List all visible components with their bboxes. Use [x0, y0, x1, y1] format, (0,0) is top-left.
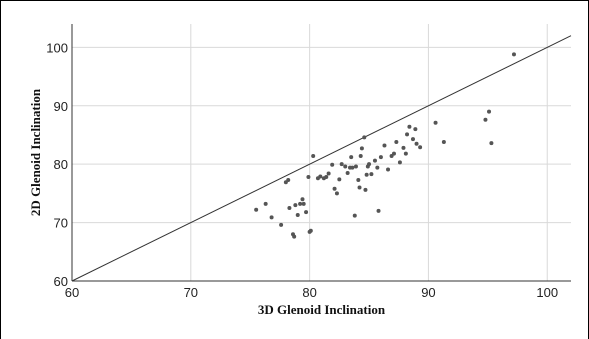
data-point	[304, 210, 309, 215]
data-point	[332, 186, 337, 191]
data-point	[369, 172, 374, 177]
data-point	[358, 154, 363, 159]
data-point	[362, 135, 367, 140]
data-point	[287, 205, 292, 210]
data-point	[263, 201, 268, 206]
data-point	[489, 141, 494, 146]
data-point	[433, 120, 438, 125]
data-point	[356, 177, 361, 182]
x-tick-label: 60	[65, 285, 79, 300]
grid-lines	[72, 24, 571, 281]
x-axis-title: 3D Glenoid Inclination	[258, 302, 386, 317]
data-point	[483, 117, 488, 122]
data-point	[405, 132, 410, 137]
data-point	[359, 146, 364, 151]
y-tick-label: 70	[54, 216, 68, 231]
data-point	[345, 170, 350, 175]
data-point	[413, 127, 418, 132]
data-point	[376, 208, 381, 213]
data-point	[350, 165, 355, 170]
data-point	[352, 213, 357, 218]
data-point	[330, 162, 335, 167]
y-tick-label: 90	[54, 99, 68, 114]
data-point	[375, 165, 380, 170]
y-tick-label: 100	[46, 40, 68, 55]
data-point	[403, 151, 408, 156]
y-axis-title: 2D Glenoid Inclination	[28, 88, 43, 216]
data-point	[511, 52, 516, 57]
data-point	[363, 187, 368, 192]
data-point	[394, 139, 399, 144]
axes	[71, 24, 571, 282]
data-point	[301, 201, 306, 206]
data-point	[295, 212, 300, 217]
data-points	[254, 52, 516, 239]
tick-labels: 60 70 80 90 100 60 70 80 90 100	[46, 40, 558, 300]
data-point	[397, 160, 402, 165]
data-point	[407, 124, 412, 129]
y-tick-label: 80	[54, 157, 68, 172]
data-point	[300, 197, 305, 202]
data-point	[337, 177, 342, 182]
data-point	[269, 215, 274, 220]
data-point	[401, 145, 406, 150]
data-point	[298, 201, 303, 206]
data-point	[311, 154, 316, 159]
data-point	[292, 234, 297, 239]
data-point	[318, 174, 323, 179]
data-point	[349, 155, 354, 160]
data-point	[441, 139, 446, 144]
data-point	[293, 203, 298, 208]
x-tick-label: 90	[421, 285, 435, 300]
data-point	[326, 171, 331, 176]
x-tick-label: 100	[536, 285, 558, 300]
data-point	[391, 151, 396, 156]
data-point	[324, 175, 329, 180]
data-point	[382, 143, 387, 148]
data-point	[286, 177, 291, 182]
data-point	[254, 207, 259, 212]
identity-reference-line	[71, 35, 572, 282]
data-point	[367, 162, 372, 167]
data-point	[410, 137, 415, 142]
data-point	[306, 175, 311, 180]
data-point	[364, 172, 369, 177]
data-point	[357, 185, 362, 190]
y-tick-label: 60	[54, 274, 68, 289]
data-point	[308, 228, 313, 233]
data-point	[372, 158, 377, 163]
data-point	[334, 191, 339, 196]
data-point	[343, 164, 348, 169]
data-point	[353, 164, 358, 169]
x-tick-label: 80	[302, 285, 316, 300]
data-point	[378, 155, 383, 160]
data-point	[414, 141, 419, 146]
data-point	[279, 222, 284, 227]
data-point	[386, 167, 391, 172]
data-point	[339, 162, 344, 167]
x-tick-label: 70	[184, 285, 198, 300]
data-point	[418, 145, 423, 150]
data-point	[487, 109, 492, 114]
